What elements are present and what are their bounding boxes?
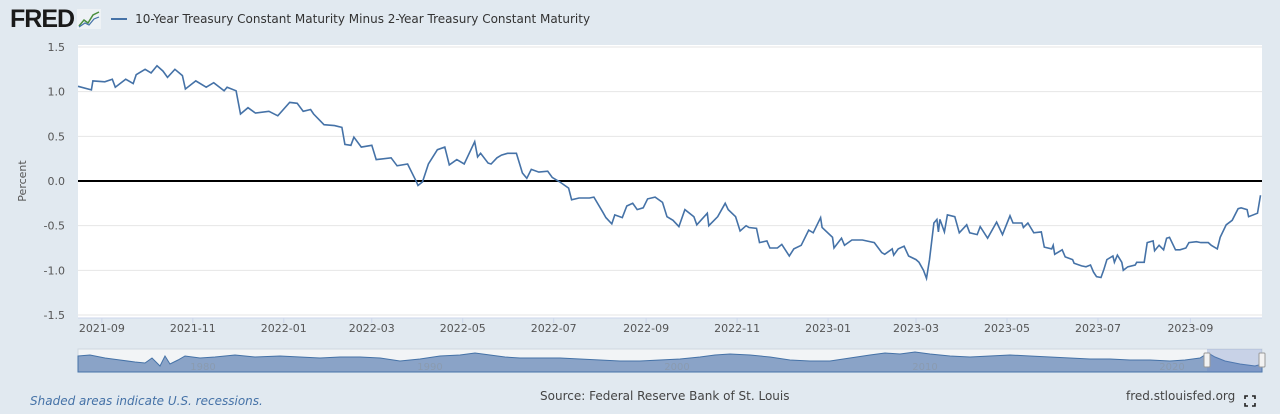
x-tick-label: 2023-05	[984, 322, 1030, 335]
y-tick-label: 0.5	[48, 130, 66, 143]
navigator-year-label: 1980	[190, 362, 215, 373]
y-tick-label: 1.5	[48, 41, 66, 54]
y-tick-label: -0.5	[44, 220, 65, 233]
source-text: Source: Federal Reserve Bank of St. Loui…	[540, 389, 790, 403]
navigator-right-handle[interactable]	[1258, 352, 1266, 368]
navigator-selection[interactable]	[1207, 349, 1262, 372]
x-tick-label: 2023-03	[893, 322, 939, 335]
x-tick-label: 2023-09	[1167, 322, 1213, 335]
x-tick-label: 2021-11	[170, 322, 216, 335]
navigator-left-handle[interactable]	[1203, 352, 1211, 368]
x-tick-label: 2022-05	[440, 322, 486, 335]
navigator-year-label: 2020	[1159, 362, 1184, 373]
recession-note: Shaded areas indicate U.S. recessions.	[30, 394, 263, 408]
navigator-year-label: 2010	[912, 362, 937, 373]
fred-logo-chart-icon	[77, 9, 102, 29]
x-tick-label: 2021-09	[79, 322, 125, 335]
x-tick-label: 2022-01	[261, 322, 307, 335]
y-tick-label: -1.0	[44, 264, 65, 277]
navigator-year-label: 1990	[417, 362, 442, 373]
fred-logo[interactable]: FRED	[10, 4, 75, 33]
y-tick-label: -1.5	[44, 309, 65, 322]
x-tick-label: 2023-07	[1075, 322, 1121, 335]
y-tick-label: 1.0	[48, 86, 66, 99]
navigator-series-area	[77, 351, 1263, 373]
legend-series-label[interactable]: 10-Year Treasury Constant Maturity Minus…	[135, 12, 591, 26]
fullscreen-icon[interactable]	[1244, 395, 1256, 407]
x-tick-label: 2023-01	[805, 322, 851, 335]
x-tick-label: 2022-11	[714, 322, 760, 335]
x-tick-label: 2022-07	[531, 322, 577, 335]
y-axis-label: Percent	[16, 160, 29, 202]
fred-url-link[interactable]: fred.stlouisfed.org	[1126, 389, 1236, 403]
navigator-year-label: 2000	[664, 362, 689, 373]
navigator[interactable]: 1980 1990 2000 2010 2020	[77, 348, 1266, 373]
y-tick-label: 0.0	[48, 175, 66, 188]
chart-header: FRED 10-Year Treasury Constant Maturity …	[10, 4, 590, 34]
series-line[interactable]	[77, 64, 1262, 282]
x-tick-label: 2022-09	[623, 322, 669, 335]
x-tick-label: 2022-03	[349, 322, 395, 335]
legend-swatch	[111, 18, 128, 20]
